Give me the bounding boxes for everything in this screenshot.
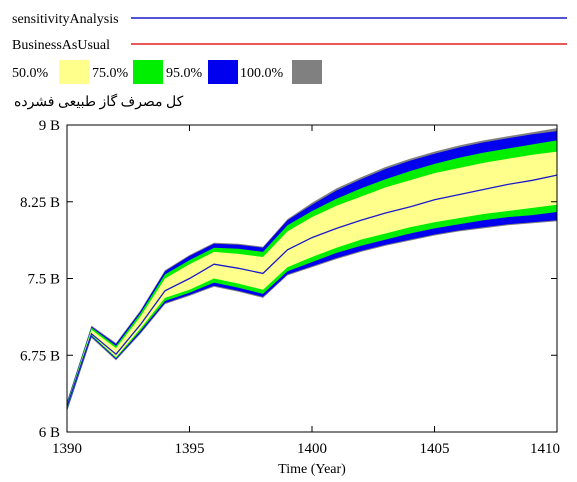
y-tick-label: 7.5 B	[27, 272, 60, 288]
x-tick-label: 1405	[420, 441, 450, 457]
legend: sensitivityAnalysis BusinessAsUsual 50.0…	[12, 12, 567, 84]
x-tick-label: 1400	[297, 441, 327, 457]
x-tick-label: 1390	[52, 441, 82, 457]
series-line-sensitivityanalysis	[66, 174, 558, 407]
band-500-area	[67, 151, 557, 409]
legend-band-95-label: 95.0%	[166, 66, 203, 81]
series-layer	[66, 174, 558, 407]
bands-layer	[67, 128, 557, 412]
legend-band-75-label: 75.0%	[92, 66, 129, 81]
legend-band-95-swatch	[208, 60, 238, 84]
legend-band-100-label: 100.0%	[240, 66, 284, 81]
x-tick-label: 1410	[530, 441, 560, 457]
legend-band-50-label: 50.0%	[12, 66, 49, 81]
y-tick-label: 8.25 B	[20, 195, 60, 211]
ticks-layer: 6 B 6.75 B 7.5 B 8.25 B 9 B 1390 1395 1400 1405 1…	[20, 118, 560, 457]
y-tick-label: 6.75 B	[20, 348, 60, 364]
chart-title: کل مصرف گاز طبیعی فشرده	[14, 93, 184, 110]
legend-band-100-swatch	[292, 60, 322, 84]
legend-band-50-swatch	[59, 60, 89, 84]
y-tick-label: 9 B	[39, 118, 60, 134]
x-tick-label: 1395	[175, 441, 205, 457]
legend-series-bau-label: BusinessAsUsual	[12, 38, 110, 53]
legend-band-75-swatch	[133, 60, 163, 84]
y-tick-label: 6 B	[39, 425, 60, 441]
x-axis-title: Time (Year)	[278, 462, 346, 477]
legend-series-sensitivity-label: sensitivityAnalysis	[12, 12, 119, 27]
